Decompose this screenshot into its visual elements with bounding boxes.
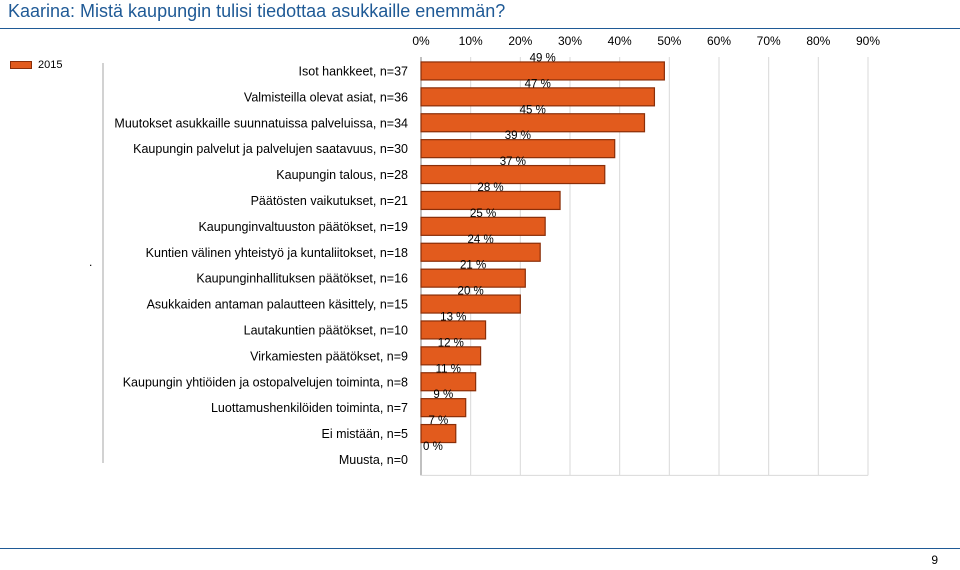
- bar: [420, 398, 467, 418]
- category-label: Lautakuntien päätökset, n=10: [244, 323, 408, 337]
- bar: [420, 242, 541, 262]
- category-label: Kuntien välinen yhteistyö ja kuntaliitok…: [146, 246, 408, 260]
- bar: [420, 346, 482, 366]
- bar: [420, 372, 477, 392]
- bar: [420, 113, 646, 133]
- x-tick-label: 80%: [806, 34, 830, 48]
- data-label: 47 %: [525, 78, 551, 90]
- x-tick-label: 0%: [412, 34, 430, 48]
- data-label: 13 %: [440, 311, 466, 323]
- data-label: 21 %: [460, 260, 486, 272]
- bar: [420, 139, 616, 159]
- x-tick-label: 50%: [657, 34, 681, 48]
- category-label: Kaupungin talous, n=28: [276, 168, 408, 182]
- category-label: Kaupungin palvelut ja palvelujen saatavu…: [133, 142, 408, 156]
- bar: [420, 164, 606, 185]
- data-label: 11 %: [436, 363, 461, 375]
- x-tick-label: 10%: [459, 34, 483, 48]
- category-label: Isot hankkeet, n=37: [299, 64, 409, 78]
- x-tick-label: 90%: [856, 34, 880, 48]
- data-label: 49 %: [530, 52, 556, 64]
- category-label: Muusta, n=0: [339, 453, 408, 467]
- legend-label: 2015: [38, 59, 63, 71]
- bar: [420, 190, 561, 211]
- data-label: 7 %: [428, 415, 448, 427]
- data-label: 20 %: [458, 286, 484, 298]
- category-label: Muutokset asukkaille suunnatuissa palvel…: [114, 116, 408, 130]
- stray-marker: .: [89, 255, 93, 269]
- bar: [420, 423, 457, 444]
- data-label: 0 %: [423, 441, 443, 453]
- page-title: Kaarina: Mistä kaupungin tulisi tiedotta…: [8, 1, 506, 21]
- title-divider: [0, 28, 960, 29]
- x-tick-label: 70%: [757, 34, 781, 48]
- data-label: 9 %: [433, 389, 453, 401]
- x-tick-label: 60%: [707, 34, 731, 48]
- category-label: Valmisteilla olevat asiat, n=36: [244, 90, 408, 104]
- category-label: Päätösten vaikutukset, n=21: [251, 194, 408, 208]
- category-label: Kaupunginvaltuuston päätökset, n=19: [198, 220, 408, 234]
- x-tick-label: 40%: [608, 34, 632, 48]
- category-label: Kaupungin yhtiöiden ja ostopalvelujen to…: [123, 375, 408, 389]
- category-label: Virkamiesten päätökset, n=9: [250, 349, 408, 363]
- bar: [420, 294, 521, 314]
- x-tick-label: 30%: [558, 34, 582, 48]
- data-label: 24 %: [467, 234, 493, 246]
- page-number: 9: [931, 553, 938, 567]
- category-label: Luottamushenkilöiden toiminta, n=7: [211, 401, 408, 415]
- data-label: 39 %: [505, 130, 531, 142]
- bar: [420, 87, 656, 107]
- chart-legend: 2015: [10, 59, 62, 71]
- data-label: 25 %: [470, 208, 496, 220]
- data-label: 45 %: [520, 104, 546, 116]
- x-tick-label: 20%: [508, 34, 532, 48]
- data-label: 37 %: [500, 156, 526, 168]
- category-label: Ei mistään, n=5: [321, 427, 408, 441]
- category-label: Asukkaiden antaman palautteen käsittely,…: [147, 298, 408, 312]
- footer-divider: [0, 548, 960, 549]
- data-label: 12 %: [438, 337, 464, 349]
- bar: [420, 216, 546, 236]
- bar-chart: 0% 10% 20% 30% 40% 50% 60% 70% 80% 90% Isot hankke…: [102, 34, 880, 476]
- bar: [420, 61, 665, 81]
- category-label: Kaupunginhallituksen päätökset, n=16: [196, 272, 408, 286]
- bar: [420, 320, 487, 340]
- data-label: 28 %: [477, 182, 503, 194]
- legend-swatch: [10, 61, 32, 69]
- bar: [420, 268, 526, 288]
